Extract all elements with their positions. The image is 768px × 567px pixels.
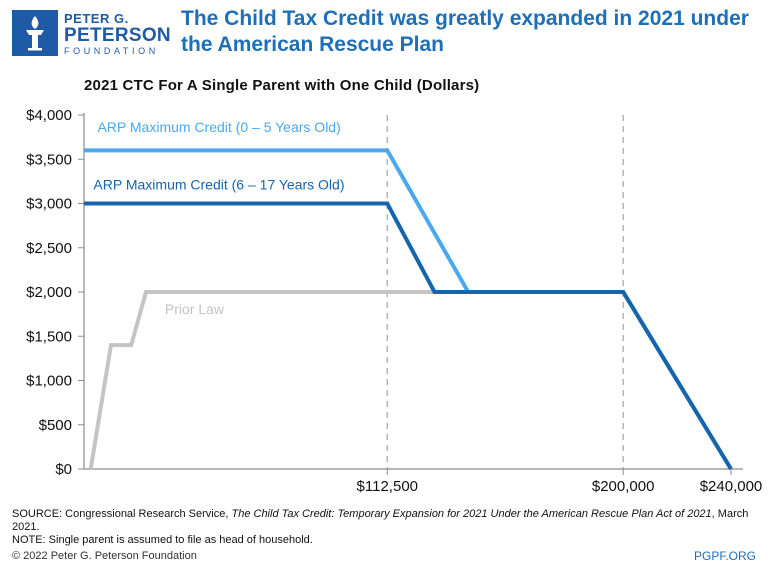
chart-svg: $0 $500 $1,000 $1,500 $2,000 $2,500 $3,000 $3,5… [26,107,763,495]
logo-line-3: FOUNDATION [64,46,159,56]
y-tick-label: $500 [39,417,72,434]
y-tick-label: $2,000 [26,284,72,301]
source-prefix: SOURCE: Congressional Research Service, [12,508,232,520]
y-tick-label: $4,000 [26,107,72,124]
series-line-2 [84,201,733,471]
headline: The Child Tax Credit was greatly expande… [181,7,749,56]
copyright: © 2022 Peter G. Peterson Foundation [12,550,197,562]
torch-icon [12,10,58,56]
source-title: The Child Tax Credit: Temporary Expansio… [231,508,712,520]
site-link[interactable]: PGPF.ORG [693,549,756,563]
y-tick-label: $0 [55,461,72,478]
logo-line-2: PETERSON [64,25,171,46]
x-tick-label: $112,500 [357,478,418,495]
source-suffix: , March 2021. [12,508,749,533]
y-tick-label: $3,500 [26,151,72,168]
source-note: SOURCE: Congressional Research Service, … [12,508,757,547]
series-label-2: ARP Maximum Credit (6 – 17 Years Old) [93,176,344,192]
chart-title: 2021 CTC For A Single Parent with One Ch… [84,77,480,94]
x-tick-label: $200,000 [592,478,655,495]
x-tick-label: $240,000 [700,478,763,495]
logo-line-1: PETER G. [64,11,129,26]
y-tick-label: $1,500 [26,328,72,345]
series-label-1: ARP Maximum Credit (0 – 5 Years Old) [97,119,340,135]
y-tick-label: $3,000 [26,196,72,213]
y-tick-label: $2,500 [26,240,72,257]
y-tick-label: $1,000 [26,373,72,390]
series-line-0 [88,290,624,470]
note-text: NOTE: Single parent is assumed to file a… [12,534,313,546]
series-label-0: Prior Law [165,301,225,317]
pgpf-logo: PETER G. PETERSON FOUNDATION [12,10,171,56]
